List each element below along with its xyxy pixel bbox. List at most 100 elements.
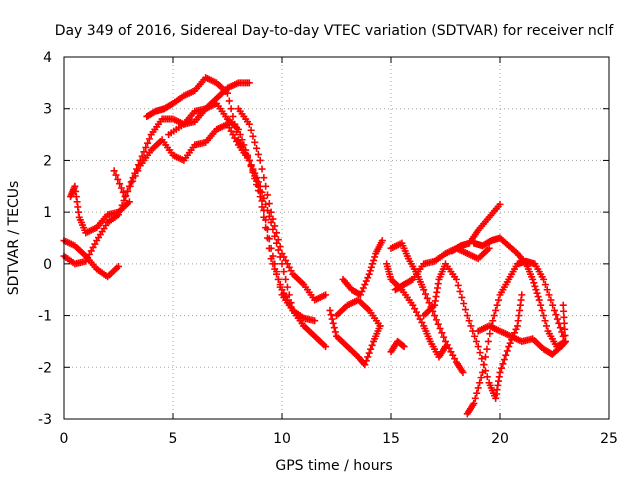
x-tick-label: 15 <box>382 431 400 447</box>
y-tick-label: -2 <box>38 360 52 376</box>
data-point <box>480 361 488 369</box>
data-point <box>358 287 366 295</box>
data-point <box>534 293 542 301</box>
data-point <box>454 281 462 289</box>
data-point <box>463 312 471 320</box>
data-point <box>378 237 386 245</box>
data-point <box>124 187 132 195</box>
data-point <box>541 281 549 289</box>
data-point <box>331 328 339 336</box>
data-point <box>533 289 541 297</box>
data-point <box>440 333 448 341</box>
data-point <box>532 286 540 294</box>
data-point <box>256 156 264 164</box>
data-point <box>262 216 270 224</box>
data-point <box>370 256 378 264</box>
data-point <box>561 331 569 339</box>
data-point <box>367 345 375 353</box>
data-point <box>276 243 284 251</box>
data-point <box>258 197 266 205</box>
data-point <box>121 193 129 201</box>
data-point <box>144 139 152 147</box>
x-tick-label: 0 <box>60 431 69 447</box>
data-point <box>496 368 504 376</box>
data-point <box>115 262 122 270</box>
data-point <box>251 138 259 146</box>
data-point <box>253 144 261 152</box>
data-point <box>474 384 482 392</box>
data-point <box>538 306 546 314</box>
data-point <box>231 120 239 128</box>
series-track-10 <box>333 296 384 330</box>
data-point <box>361 281 369 289</box>
grid <box>64 57 609 419</box>
data-point <box>245 79 253 87</box>
series-track-5 <box>143 74 308 330</box>
data-point <box>502 351 510 359</box>
data-point <box>476 349 484 357</box>
data-point <box>362 277 370 285</box>
data-point <box>283 283 291 291</box>
y-tick-label: -3 <box>38 412 52 428</box>
data-point <box>267 244 275 252</box>
data-point <box>560 319 568 327</box>
data-point <box>245 156 253 164</box>
data-point <box>138 152 146 160</box>
data-point <box>531 282 539 290</box>
data-point <box>543 286 551 294</box>
data-point <box>265 235 273 243</box>
data-point <box>322 291 330 299</box>
data-points <box>60 74 569 418</box>
data-point <box>476 379 484 387</box>
data-point <box>112 171 120 179</box>
data-point <box>561 325 569 333</box>
series-track-20 <box>529 301 569 358</box>
data-point <box>537 301 545 309</box>
data-point <box>465 317 473 325</box>
data-point <box>267 208 275 216</box>
data-point <box>262 182 270 190</box>
data-point <box>330 324 338 332</box>
data-point <box>474 343 482 351</box>
y-axis-label: SDTVAR / TECUs <box>6 181 22 296</box>
data-point <box>262 200 270 208</box>
data-point <box>367 263 375 271</box>
data-point <box>271 260 279 268</box>
data-point <box>506 339 514 347</box>
data-point <box>322 343 330 351</box>
data-point <box>254 150 262 158</box>
data-point <box>471 332 479 340</box>
data-point <box>247 126 255 134</box>
data-point <box>460 300 468 308</box>
data-point <box>540 275 548 283</box>
data-point <box>456 287 464 295</box>
data-point <box>459 368 467 376</box>
plot-frame <box>63 56 610 420</box>
data-point <box>436 325 444 332</box>
data-point <box>311 317 319 325</box>
axis-ticks: 0 5 10 15 20 25 -3 -2 -1 0 1 2 3 4 <box>38 50 618 447</box>
data-point <box>556 324 564 332</box>
data-point <box>371 253 379 261</box>
data-point <box>127 178 135 186</box>
data-point <box>364 274 372 282</box>
series-track-17 <box>470 234 569 351</box>
data-point <box>407 276 415 284</box>
y-tick-label: 2 <box>43 153 52 169</box>
data-point <box>326 306 334 314</box>
data-point <box>497 364 505 372</box>
data-point <box>233 128 241 136</box>
data-point <box>438 329 446 337</box>
data-point <box>140 148 148 156</box>
data-point <box>399 342 407 350</box>
data-point <box>368 341 376 349</box>
data-point <box>269 215 277 223</box>
data-point <box>461 306 469 314</box>
data-point <box>431 312 439 320</box>
data-point <box>551 306 558 314</box>
series-track-16 <box>448 200 504 255</box>
data-point <box>535 296 543 304</box>
data-point <box>422 290 430 298</box>
data-point <box>485 244 493 252</box>
data-point <box>263 225 271 233</box>
